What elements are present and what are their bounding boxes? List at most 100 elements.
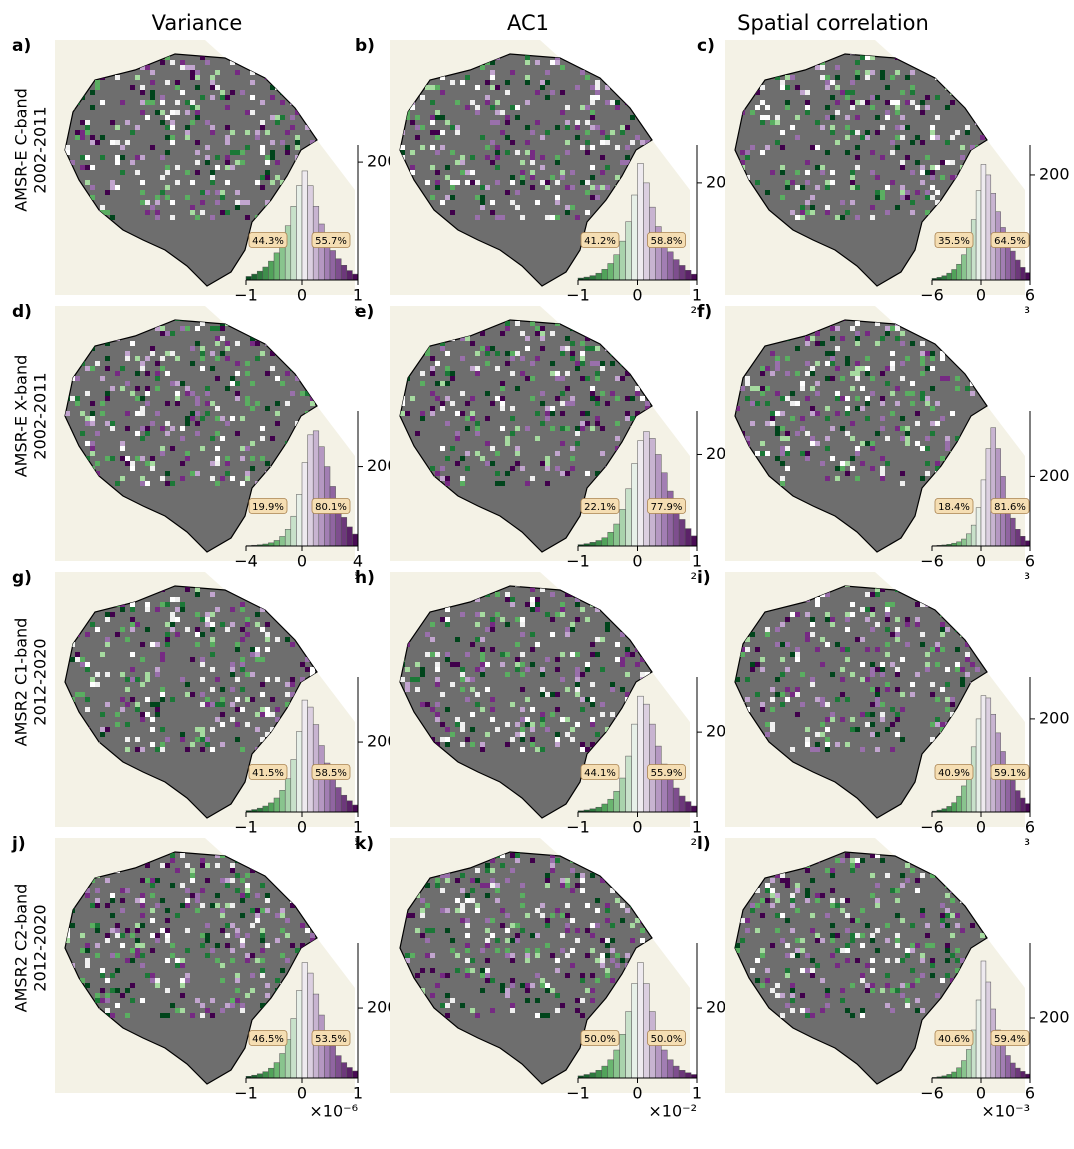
map-pixel — [620, 376, 625, 381]
map-pixel — [95, 461, 100, 466]
map-pixel — [560, 883, 565, 888]
map-pixel — [175, 401, 180, 406]
map-pixel — [920, 371, 925, 376]
map-pixel — [875, 692, 880, 697]
map-pixel — [295, 145, 300, 150]
map-pixel — [165, 863, 170, 868]
map-pixel — [145, 200, 150, 205]
map-pixel — [885, 627, 890, 632]
map-pixel — [280, 908, 285, 913]
map-pixel — [200, 200, 205, 205]
map-pixel — [825, 717, 830, 722]
map-pixel — [245, 722, 250, 727]
map-pixel — [535, 326, 540, 331]
hist-bar — [313, 431, 319, 546]
map-pixel — [760, 667, 765, 672]
map-pixel — [940, 456, 945, 461]
map-pixel — [540, 135, 545, 140]
map-pixel — [825, 150, 830, 155]
map-pixel — [840, 667, 845, 672]
hist-bar — [1001, 751, 1006, 812]
map-pixel — [185, 125, 190, 130]
map-pixel — [825, 476, 830, 481]
map-pixel — [870, 612, 875, 617]
map-pixel — [830, 80, 835, 85]
map-pixel — [795, 170, 800, 175]
map-pixel — [900, 436, 905, 441]
map-pixel — [940, 376, 945, 381]
map-pixel — [910, 100, 915, 105]
map-pixel — [880, 702, 885, 707]
hist-bar — [961, 539, 966, 546]
map-pixel — [765, 386, 770, 391]
map-pixel — [270, 95, 275, 100]
map-pixel — [170, 215, 175, 220]
map-pixel — [435, 712, 440, 717]
map-pixel — [105, 356, 110, 361]
map-pixel — [845, 125, 850, 130]
map-pixel — [160, 602, 165, 607]
map-pixel — [810, 210, 815, 215]
map-pixel — [900, 707, 905, 712]
map-pixel — [610, 958, 615, 963]
map-pixel — [120, 943, 125, 948]
map-pixel — [880, 195, 885, 200]
map-pixel — [545, 943, 550, 948]
map-pixel — [130, 998, 135, 1003]
map-pixel — [560, 948, 565, 953]
map-pixel — [870, 667, 875, 672]
map-pixel — [880, 426, 885, 431]
map-pixel — [820, 461, 825, 466]
map-pixel — [260, 120, 265, 125]
map-pixel — [570, 396, 575, 401]
map-pixel — [965, 652, 970, 657]
map-pixel — [510, 923, 515, 928]
map-pixel — [785, 180, 790, 185]
map-pixel — [780, 622, 785, 627]
map-pixel — [755, 451, 760, 456]
map-pixel — [825, 436, 830, 441]
map-pixel — [230, 863, 235, 868]
map-pixel — [415, 431, 420, 436]
map-pixel — [440, 90, 445, 95]
map-pixel — [540, 903, 545, 908]
hist-bar — [602, 804, 608, 812]
map-pixel — [210, 95, 215, 100]
map-pixel — [470, 898, 475, 903]
map-pixel — [790, 652, 795, 657]
map-pixel — [140, 476, 145, 481]
map-pixel — [260, 351, 265, 356]
map-pixel — [195, 150, 200, 155]
map-pixel — [875, 115, 880, 120]
map-pixel — [95, 923, 100, 928]
map-pixel — [175, 913, 180, 918]
map-pixel — [265, 677, 270, 682]
map-pixel — [505, 90, 510, 95]
map-pixel — [190, 1013, 195, 1018]
map-pixel — [940, 160, 945, 165]
map-pixel — [430, 195, 435, 200]
map-pixel — [905, 75, 910, 80]
map-pixel — [540, 461, 545, 466]
map-pixel — [450, 998, 455, 1003]
map-pixel — [850, 105, 855, 110]
map-pixel — [745, 376, 750, 381]
map-pixel — [770, 707, 775, 712]
map-pixel — [100, 411, 105, 416]
map-pixel — [895, 717, 900, 722]
map-pixel — [890, 602, 895, 607]
map-pixel — [555, 732, 560, 737]
map-pixel — [550, 371, 555, 376]
map-pixel — [135, 707, 140, 712]
map-pixel — [115, 481, 120, 486]
map-pixel — [965, 657, 970, 662]
map-pixel — [195, 898, 200, 903]
map-pixel — [595, 652, 600, 657]
map-pixel — [870, 687, 875, 692]
map-pixel — [90, 923, 95, 928]
map-pixel — [505, 441, 510, 446]
map-pixel — [440, 446, 445, 451]
map-pixel — [935, 95, 940, 100]
map-pixel — [160, 863, 165, 868]
map-pixel — [785, 451, 790, 456]
